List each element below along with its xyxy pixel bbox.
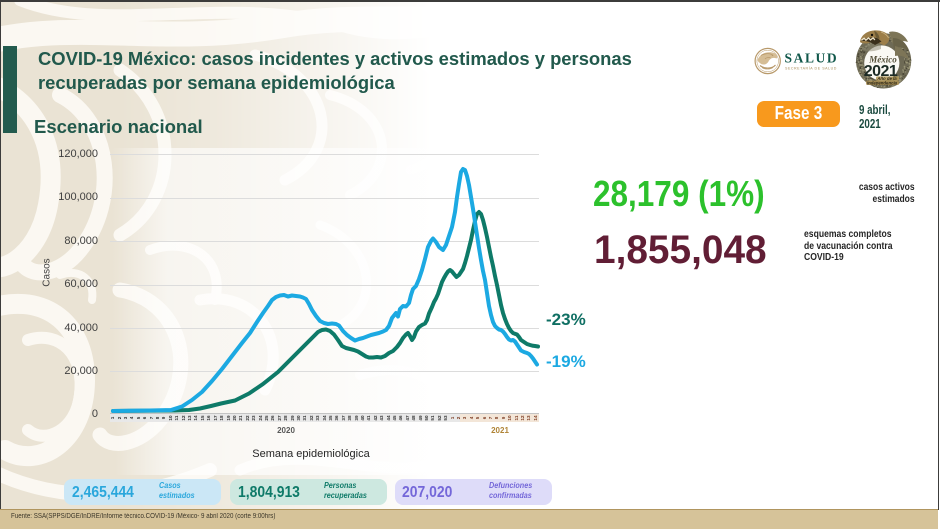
svg-text:2021: 2021 bbox=[864, 63, 898, 80]
svg-text:SECRETARÍA DE SALUD: SECRETARÍA DE SALUD bbox=[785, 67, 837, 71]
svg-text:Año de la: Año de la bbox=[876, 76, 897, 81]
svg-text:México: México bbox=[868, 55, 897, 65]
svg-text:Independencia: Independencia bbox=[867, 81, 898, 86]
svg-text:SALUD: SALUD bbox=[785, 51, 839, 66]
